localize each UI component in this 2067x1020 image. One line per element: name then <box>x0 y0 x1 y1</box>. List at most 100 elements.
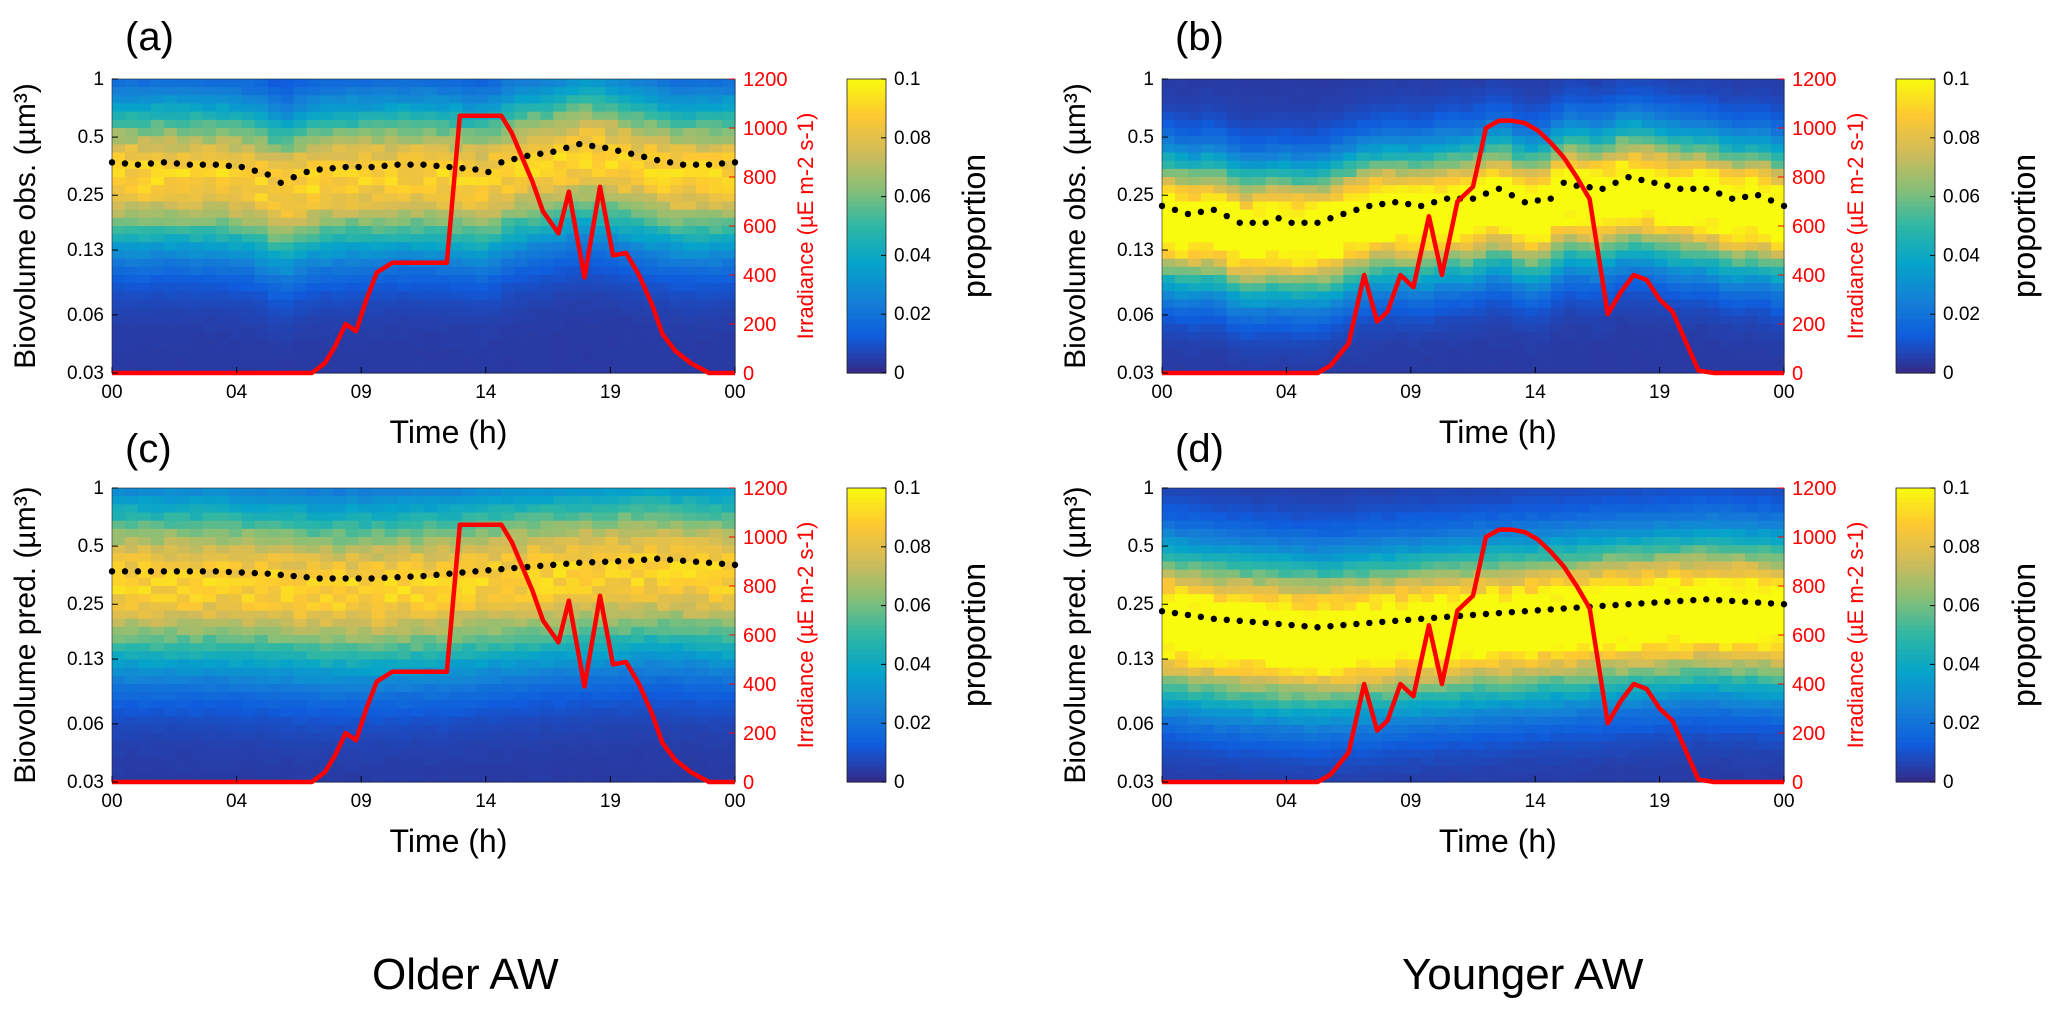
heatmap-cell <box>423 185 438 194</box>
heatmap-cell <box>1537 340 1552 350</box>
heatmap-cell <box>124 364 139 374</box>
heatmap-cell <box>1473 119 1487 129</box>
heatmap-cell <box>124 266 139 276</box>
heatmap-cell <box>1706 217 1720 227</box>
heatmap-cell <box>553 136 567 145</box>
heatmap-cell <box>358 95 373 105</box>
heatmap-cell <box>163 340 178 350</box>
heatmap-cell <box>1654 95 1668 105</box>
heatmap-cell <box>112 201 126 211</box>
heatmap-cell <box>1602 111 1617 121</box>
heatmap-cell <box>112 348 126 358</box>
heatmap-cell <box>1732 283 1746 292</box>
heatmap-cell <box>501 635 515 644</box>
heatmap-cell <box>176 87 191 96</box>
heatmap-cell <box>1304 242 1319 252</box>
heatmap-cell <box>112 643 126 652</box>
heatmap-cell <box>1615 250 1630 260</box>
heatmap-cell <box>579 340 593 350</box>
heatmap-cell <box>631 283 645 292</box>
heatmap-cell <box>1434 79 1448 88</box>
heatmap-cell <box>1239 177 1254 186</box>
heatmap-cell <box>1174 193 1189 203</box>
heatmap-cell <box>202 185 217 194</box>
heatmap-cell <box>1317 144 1332 154</box>
heatmap-cell <box>112 553 126 563</box>
heatmap-cell <box>449 332 464 341</box>
heatmap-cell <box>1628 160 1643 170</box>
heatmap-cell <box>1369 250 1383 260</box>
heatmap-cell <box>189 741 204 750</box>
heatmap-cell <box>1537 111 1552 121</box>
heatmap-cell <box>410 201 425 211</box>
heatmap-cell <box>579 193 593 203</box>
heatmap-cell <box>1745 168 1759 178</box>
heatmap-cell <box>1771 95 1785 105</box>
heatmap-cell <box>501 496 515 505</box>
heatmap-cell <box>514 684 528 693</box>
heatmap-cell <box>332 692 347 701</box>
heatmap-cell <box>527 610 541 620</box>
heatmap-cell <box>384 520 399 530</box>
heatmap-cell <box>1187 119 1202 129</box>
heatmap-cell <box>1395 324 1409 333</box>
heatmap-cell <box>1732 258 1746 268</box>
heatmap-cell <box>449 307 464 317</box>
heatmap-cell <box>475 103 489 113</box>
heatmap-cell <box>293 561 308 571</box>
heatmap-cell <box>150 144 165 154</box>
heatmap-cell <box>202 716 217 726</box>
heatmap-cell <box>683 340 697 350</box>
heatmap-cell <box>553 201 567 211</box>
heatmap-cell <box>1628 193 1643 203</box>
heatmap-cell <box>657 291 671 301</box>
heatmap-cell <box>579 315 593 325</box>
heatmap-cell <box>112 716 126 726</box>
heatmap-cell <box>631 168 645 178</box>
heatmap-cell <box>644 103 658 113</box>
heatmap-cell <box>1252 185 1267 194</box>
heatmap-cell <box>1667 291 1681 301</box>
heatmap-cell <box>358 496 373 505</box>
heatmap-cell <box>527 512 541 522</box>
heatmap-cell <box>1706 324 1720 333</box>
heatmap-cell <box>150 602 165 612</box>
heatmap-cell <box>293 602 308 612</box>
heatmap-cell <box>527 488 541 497</box>
heatmap-cell <box>1460 168 1474 178</box>
heatmap-cell <box>306 168 321 178</box>
heatmap-cell <box>1576 119 1591 129</box>
heatmap-cell <box>527 504 541 514</box>
heatmap-cell <box>514 340 528 350</box>
heatmap-cell <box>371 324 386 333</box>
heatmap-cell <box>1563 348 1578 358</box>
heatmap-cell <box>1304 185 1319 194</box>
heatmap-cell <box>1421 324 1435 333</box>
mean-biovolume-point <box>368 163 375 171</box>
heatmap-cell <box>163 144 178 154</box>
heatmap-cell <box>1226 307 1241 317</box>
heatmap-cell <box>202 340 217 350</box>
heatmap-cell <box>423 364 438 374</box>
heatmap-cell <box>462 79 477 88</box>
heatmap-cell <box>1602 177 1617 186</box>
heatmap-cell <box>1434 144 1448 154</box>
heatmap-cell <box>1693 95 1707 105</box>
heatmap-cell <box>202 618 217 628</box>
heatmap-cell <box>514 356 528 366</box>
heatmap-cell <box>112 144 126 154</box>
heatmap-cell <box>1408 307 1422 317</box>
heatmap-cell <box>475 258 489 268</box>
heatmap-cell <box>1239 201 1254 211</box>
heatmap-cell <box>1213 177 1228 186</box>
heatmap-cell <box>449 700 464 710</box>
heatmap-cell <box>332 618 347 628</box>
heatmap-cell <box>1304 234 1319 243</box>
heatmap-cell <box>683 275 697 284</box>
heatmap-cell <box>267 561 282 571</box>
x-tick-label: 09 <box>351 382 372 403</box>
heatmap-cell <box>1187 340 1202 350</box>
colorbar-swatch <box>847 319 886 325</box>
heatmap-cell <box>605 364 619 374</box>
heatmap-cell <box>1563 119 1578 129</box>
